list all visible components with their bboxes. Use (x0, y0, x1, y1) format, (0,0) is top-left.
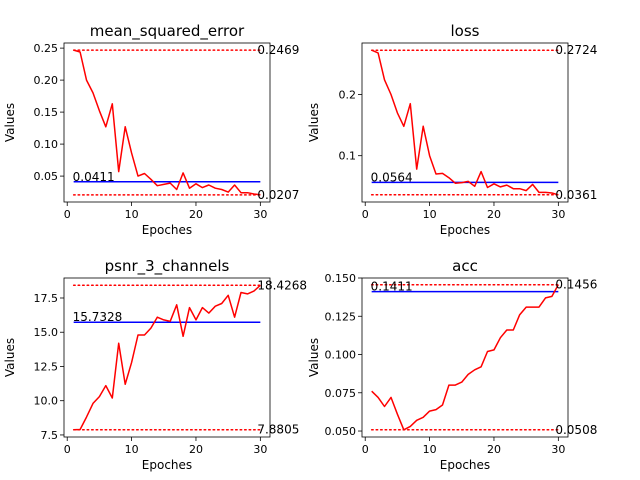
subplot-4: acc 0 10 20 30 0.050 0.075 0.100 0.125 0.150 Epoch… (307, 257, 597, 472)
y-tick-label: 0.05 (34, 170, 59, 183)
subplot-1: mean_squared_error 0 10 20 30 0.05 0.10 0.15 0.2… (3, 22, 299, 237)
y-tick-label: 12.5 (34, 360, 59, 373)
axes-frame (63, 277, 271, 438)
x-tick-label: 30 (551, 443, 565, 456)
x-tick-label: 0 (64, 208, 71, 221)
min-annotation: 7.8805 (257, 423, 299, 437)
x-tick-label: 20 (487, 208, 501, 221)
y-tick-label: 0.1 (339, 150, 357, 163)
mean-annotation: 0.1411 (371, 280, 413, 294)
subplot-title: mean_squared_error (90, 22, 245, 41)
y-axis-label: Values (307, 338, 321, 377)
x-tick-label: 10 (423, 208, 437, 221)
axes-frame (63, 42, 271, 203)
x-tick-label: 30 (253, 443, 267, 456)
y-tick-label: 0.050 (325, 425, 357, 438)
y-tick-label: 15.0 (34, 326, 59, 339)
subplot-3: psnr_3_channels 0 10 20 30 7.5 10.0 12.5 15.0 17.… (3, 257, 307, 472)
x-tick-label: 30 (551, 208, 565, 221)
x-tick-label: 20 (487, 443, 501, 456)
x-tick-label: 20 (189, 443, 203, 456)
y-tick-label: 0.125 (325, 310, 357, 323)
subplot-title: loss (451, 22, 480, 40)
y-tick-label: 0.10 (34, 138, 59, 151)
subplot-2: loss 0 10 20 30 0.1 0.2 Epoches Values 0.2724 0.03… (307, 22, 597, 237)
x-axis-label: Epoches (142, 223, 192, 237)
x-tick-label: 0 (362, 443, 369, 456)
y-axis-label: Values (307, 103, 321, 142)
x-axis-label: Epoches (440, 223, 490, 237)
series-line (371, 49, 559, 196)
mean-annotation: 0.0411 (73, 170, 115, 184)
x-axis-label: Epoches (440, 458, 490, 472)
mean-annotation: 0.0564 (371, 170, 413, 184)
x-tick-label: 10 (125, 443, 139, 456)
min-annotation: 0.0508 (555, 423, 597, 437)
x-axis-label: Epoches (142, 458, 192, 472)
y-tick-label: 0.150 (325, 272, 357, 285)
mean-annotation: 15.7328 (73, 310, 123, 324)
y-tick-label: 0.075 (325, 387, 357, 400)
axes-frame (361, 277, 569, 438)
y-tick-label: 7.5 (41, 429, 59, 442)
subplot-title: acc (452, 257, 478, 275)
axes-frame (361, 42, 569, 203)
y-axis-label: Values (3, 338, 17, 377)
x-tick-label: 0 (362, 208, 369, 221)
y-tick-label: 0.20 (34, 74, 59, 87)
x-tick-label: 10 (125, 208, 139, 221)
max-annotation: 0.2724 (555, 43, 597, 57)
series-line (371, 284, 559, 431)
x-tick-label: 30 (253, 208, 267, 221)
min-annotation: 0.0207 (257, 188, 299, 202)
series-line (73, 49, 261, 196)
y-tick-label: 0.15 (34, 106, 59, 119)
x-tick-label: 10 (423, 443, 437, 456)
x-tick-label: 0 (64, 443, 71, 456)
x-tick-label: 20 (189, 208, 203, 221)
y-axis-label: Values (3, 103, 17, 142)
y-tick-label: 17.5 (34, 292, 59, 305)
y-tick-label: 0.100 (325, 349, 357, 362)
series-line (73, 284, 261, 431)
max-annotation: 0.2469 (257, 43, 299, 57)
min-annotation: 0.0361 (555, 188, 597, 202)
y-tick-label: 10.0 (34, 395, 59, 408)
max-annotation: 18.4268 (257, 278, 307, 292)
y-tick-label: 0.2 (339, 89, 357, 102)
y-tick-label: 0.25 (34, 42, 59, 55)
subplot-title: psnr_3_channels (105, 257, 230, 276)
max-annotation: 0.1456 (555, 278, 597, 292)
